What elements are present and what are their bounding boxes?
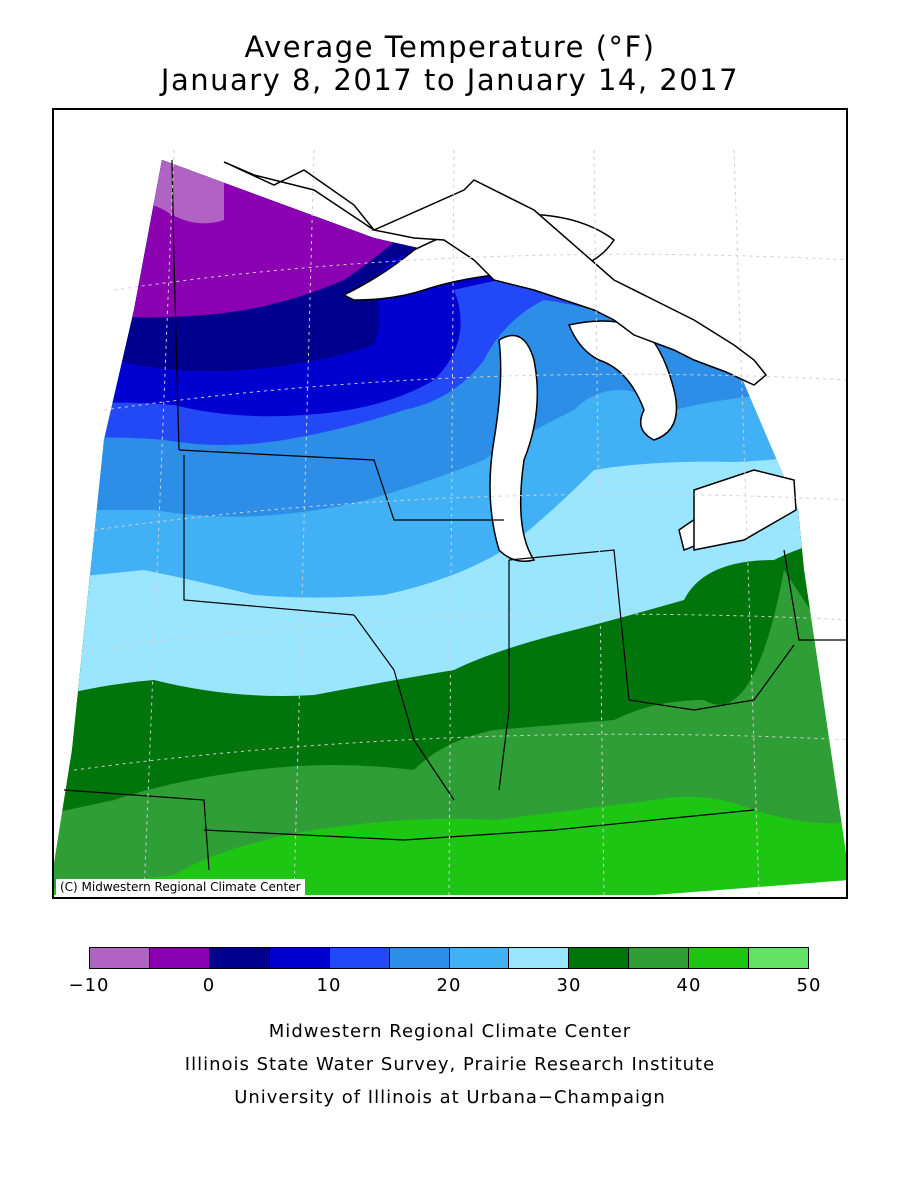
legend-tick-label: 20: [436, 975, 462, 996]
tennessee-kentucky-border: [203, 809, 755, 841]
legend-swatch: [629, 948, 690, 968]
band-minus10-minus5: [114, 160, 224, 224]
ohio-river: [628, 644, 795, 711]
map-title: Average Temperature (°F): [244, 30, 656, 64]
legend-swatch: [689, 948, 750, 968]
credit-isws: Illinois State Water Survey, Prairie Res…: [184, 1054, 716, 1075]
legend-swatch: [449, 948, 510, 968]
legend-tick-label: −10: [68, 975, 110, 996]
credit-mrcc: Midwestern Regional Climate Center: [268, 1021, 632, 1042]
legend-swatch: [569, 948, 630, 968]
missouri-arkansas-border: [63, 789, 210, 871]
iowa-west-border: [183, 455, 355, 616]
north-shore: [223, 161, 375, 231]
illinois-indiana-border: [498, 560, 510, 791]
lat-lon-grid: [73, 149, 846, 896]
ohio-east-border: [783, 549, 846, 641]
legend-swatch: [749, 948, 809, 968]
iowa-minnesota-border: [178, 449, 504, 521]
ontario-region: [371, 179, 768, 386]
legend-swatch: [90, 948, 150, 968]
legend-swatch: [509, 948, 570, 968]
legend-swatch: [269, 948, 330, 968]
indiana-ohio-border: [508, 549, 630, 701]
credit-uiuc: University of Illinois at Urbana−Champai…: [234, 1087, 666, 1108]
legend-tick-label: 30: [556, 975, 582, 996]
legend-tick-label: 10: [316, 975, 342, 996]
legend-tick-label: 40: [676, 975, 702, 996]
state-boundaries: [63, 159, 846, 871]
copyright-label: (C) Midwestern Regional Climate Center: [56, 879, 305, 895]
temperature-map-graphic: [54, 149, 846, 896]
ontario-peninsula: [693, 469, 797, 551]
temperature-map: (C) Midwestern Regional Climate Center: [52, 108, 848, 899]
lake-michigan: [489, 334, 539, 562]
map-date-range: January 8, 2017 to January 14, 2017: [160, 63, 740, 97]
legend-swatch: [389, 948, 450, 968]
legend-swatch: [149, 948, 210, 968]
band-minus5-0-tail: [184, 162, 374, 310]
legend-swatch: [329, 948, 390, 968]
color-legend: [89, 947, 809, 969]
legend-swatch: [209, 948, 270, 968]
canada-land: [223, 161, 797, 551]
legend-tick-label: 0: [202, 975, 216, 996]
legend-tick-label: 50: [796, 975, 822, 996]
mississippi-river-border: [353, 614, 455, 801]
